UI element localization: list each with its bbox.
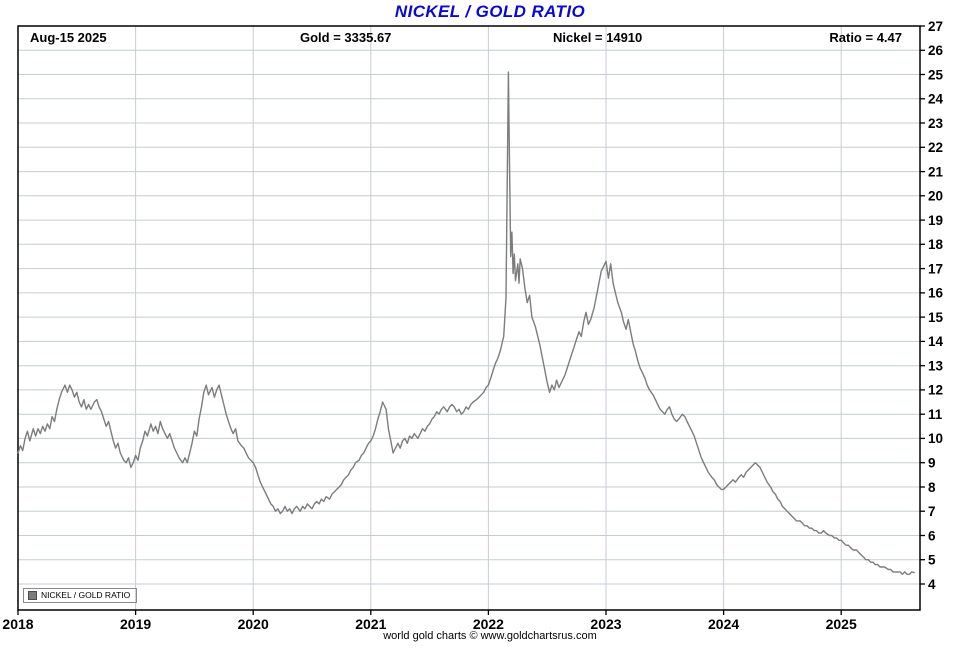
y-tick-label: 12 (928, 383, 943, 398)
x-tick-label: 2020 (238, 616, 269, 632)
y-tick-label: 22 (928, 140, 943, 155)
chart-legend: NICKEL / GOLD RATIO (23, 588, 138, 603)
y-tick-label: 27 (928, 19, 943, 34)
y-tick-label: 5 (928, 553, 936, 568)
y-tick-label: 20 (928, 189, 943, 204)
y-tick-label: 25 (928, 67, 944, 82)
y-tick-label: 23 (928, 116, 944, 131)
latest-date-label: Aug-15 2025 (30, 30, 107, 45)
x-tick-label: 2023 (590, 616, 621, 632)
y-tick-label: 21 (928, 164, 944, 179)
x-tick-label: 2018 (2, 616, 33, 632)
y-tick-label: 9 (928, 456, 936, 471)
nickel-price-label: Nickel = 14910 (553, 30, 643, 45)
x-tick-label: 2024 (708, 616, 739, 632)
y-tick-label: 17 (928, 261, 943, 276)
plot-border (17, 25, 921, 611)
copyright-footer: world gold charts © www.goldchartsrus.co… (383, 630, 597, 642)
ratio-value-label: Ratio = 4.47 (829, 30, 902, 45)
y-tick-label: 16 (928, 286, 944, 301)
y-tick-label: 18 (928, 237, 944, 252)
y-tick-label: 10 (928, 431, 943, 446)
page-title: NICKEL / GOLD RATIO (394, 2, 586, 21)
gold-price-label: Gold = 3335.67 (300, 30, 392, 45)
y-tick-label: 15 (928, 310, 944, 325)
y-tick-label: 8 (928, 480, 936, 495)
x-tick-label: 2021 (355, 616, 386, 632)
y-tick-label: 14 (928, 334, 944, 349)
y-tick-label: 19 (928, 213, 943, 228)
x-tick-label: 2019 (120, 616, 151, 632)
y-tick-label: 26 (928, 43, 944, 58)
y-tick-label: 6 (928, 528, 936, 543)
ratio-line-series (17, 71, 915, 575)
y-tick-label: 13 (928, 359, 944, 374)
legend-label: NICKEL / GOLD RATIO (41, 590, 131, 601)
y-tick-label: 7 (928, 504, 936, 519)
x-tick-label: 2022 (473, 616, 504, 632)
y-tick-label: 24 (928, 92, 944, 107)
x-tick-label: 2025 (826, 616, 857, 632)
y-tick-label: 4 (928, 577, 936, 592)
legend-swatch-icon (28, 591, 37, 600)
y-tick-label: 11 (928, 407, 943, 422)
